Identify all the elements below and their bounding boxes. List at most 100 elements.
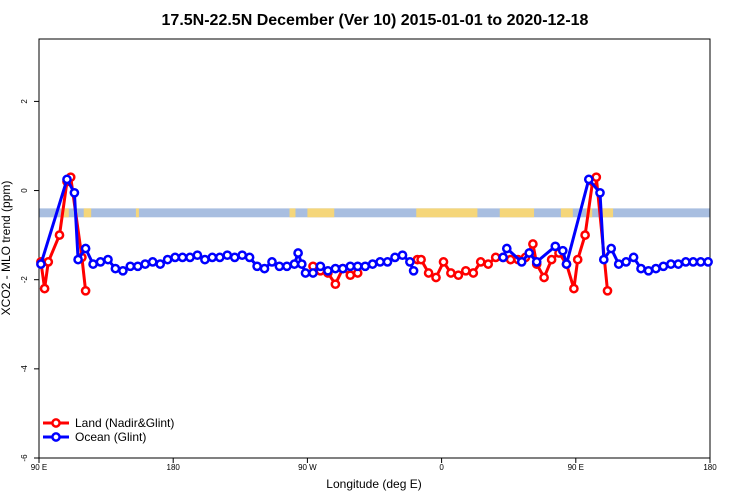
x-tick-label: 180 <box>167 463 181 472</box>
land-data-point <box>505 254 516 265</box>
ocean-data-point <box>643 265 654 276</box>
ocean-data-point <box>557 245 568 256</box>
ocean-data-point <box>118 265 128 276</box>
ocean-data-point <box>375 257 385 267</box>
ocean-data-point <box>110 263 121 274</box>
ocean-data-point <box>501 243 512 254</box>
ocean-data-point <box>88 259 98 269</box>
ocean-data-point <box>267 257 277 267</box>
ocean-data-point <box>550 241 561 252</box>
ocean-data-point <box>200 254 210 265</box>
chart-title: 17.5N-22.5N December (Ver 10) 2015-01-01… <box>162 12 589 29</box>
ocean-data-point <box>259 263 270 274</box>
ocean-data-point <box>222 250 233 261</box>
ocean-data-point <box>162 254 173 265</box>
ocean-data-point <box>621 257 631 267</box>
ocean-data-point <box>337 263 348 274</box>
y-tick-label: -4 <box>20 365 29 373</box>
ocean-data-point <box>192 250 203 261</box>
land-data-point <box>431 272 441 283</box>
land-data-point <box>546 254 557 265</box>
legend-marker <box>51 432 61 442</box>
land-data-point <box>39 283 50 294</box>
y-axis: 2 0 -2 -4 -6 <box>20 99 39 462</box>
y-tick-label: 0 <box>20 188 29 193</box>
ocean-data-point <box>300 268 311 278</box>
ocean-data-point <box>293 248 303 258</box>
land-data-point <box>569 283 579 294</box>
ocean-data-point <box>274 261 285 272</box>
legend-label: Ocean (Glint) <box>75 430 146 444</box>
ocean-data-point <box>315 261 326 272</box>
x-tick-label: 0 <box>439 463 444 472</box>
ocean-data-point <box>214 252 225 263</box>
x-tick-label: 180 <box>703 463 717 472</box>
land-data-point <box>572 254 583 265</box>
ocean-data-point <box>628 252 639 263</box>
land-data-point <box>43 257 54 267</box>
land-band-segment <box>560 208 573 218</box>
land-data-point <box>591 172 602 183</box>
y-tick-label: 2 <box>20 99 29 104</box>
ocean-data-point <box>397 250 408 261</box>
land-band-segment <box>416 208 478 218</box>
ocean-data-point <box>367 259 378 269</box>
land-data-point <box>490 252 501 263</box>
land-band-segment <box>289 208 296 218</box>
ocean-data-point <box>125 261 136 272</box>
ocean-data-point <box>229 252 240 263</box>
land-data-point <box>475 257 486 267</box>
ocean-data-point <box>673 259 684 269</box>
ocean-data-point <box>244 252 255 263</box>
land-data-point <box>446 268 456 278</box>
ocean-band <box>39 208 710 218</box>
ocean-data-point <box>360 261 371 272</box>
land-band-segment <box>61 208 69 218</box>
land-data-point <box>416 254 426 265</box>
land-band-segment <box>135 208 139 218</box>
ocean-data-point <box>382 257 393 267</box>
ocean-data-point <box>296 259 307 269</box>
legend-label: Land (Nadir&Glint) <box>75 416 174 430</box>
ocean-data-point <box>613 259 624 269</box>
y-axis-label: XCO2 - MLO trend (ppm) <box>0 181 13 316</box>
land-data-point <box>468 268 479 278</box>
ocean-data-point <box>598 254 609 265</box>
land-band-segment <box>307 208 335 218</box>
ocean-data-point <box>207 252 218 263</box>
ocean-data-point <box>345 261 356 272</box>
surface-band <box>39 208 710 218</box>
ocean-data-point <box>147 257 158 267</box>
ocean-data-point <box>651 263 661 274</box>
ocean-data-point <box>185 252 195 263</box>
legend-marker <box>51 418 61 428</box>
ocean-data-point <box>155 259 166 269</box>
ocean-data-point <box>330 263 341 274</box>
x-tick-label: 90 E <box>568 463 584 472</box>
ocean-data-point <box>73 254 83 265</box>
ocean-data-point <box>408 265 419 276</box>
land-data-point <box>528 239 538 249</box>
land-band-segment <box>499 208 535 218</box>
ocean-data-point <box>680 257 691 267</box>
ocean-data-point <box>516 257 527 267</box>
ocean-data-point <box>237 250 248 261</box>
land-data-point <box>460 265 471 276</box>
land-data-point <box>580 230 590 240</box>
x-tick-label: 90 E <box>31 463 47 472</box>
ocean-data-point <box>308 268 318 278</box>
ocean-data-point <box>524 248 535 258</box>
ocean-data-point <box>95 257 106 267</box>
land-band-segment <box>83 208 92 218</box>
ocean-data-point <box>583 174 594 185</box>
x-axis: 90 E 180 90 W 0 90 E 180 <box>31 458 717 472</box>
ocean-data-point <box>80 243 91 254</box>
ocean-data-point <box>62 174 72 185</box>
ocean-data-point <box>177 252 188 263</box>
ocean-data-point <box>103 254 113 265</box>
ocean-data-point <box>636 263 646 274</box>
ocean-data-point <box>695 257 706 267</box>
land-data-point <box>330 279 341 290</box>
series-layer <box>36 172 713 296</box>
land-data-point <box>539 272 549 283</box>
